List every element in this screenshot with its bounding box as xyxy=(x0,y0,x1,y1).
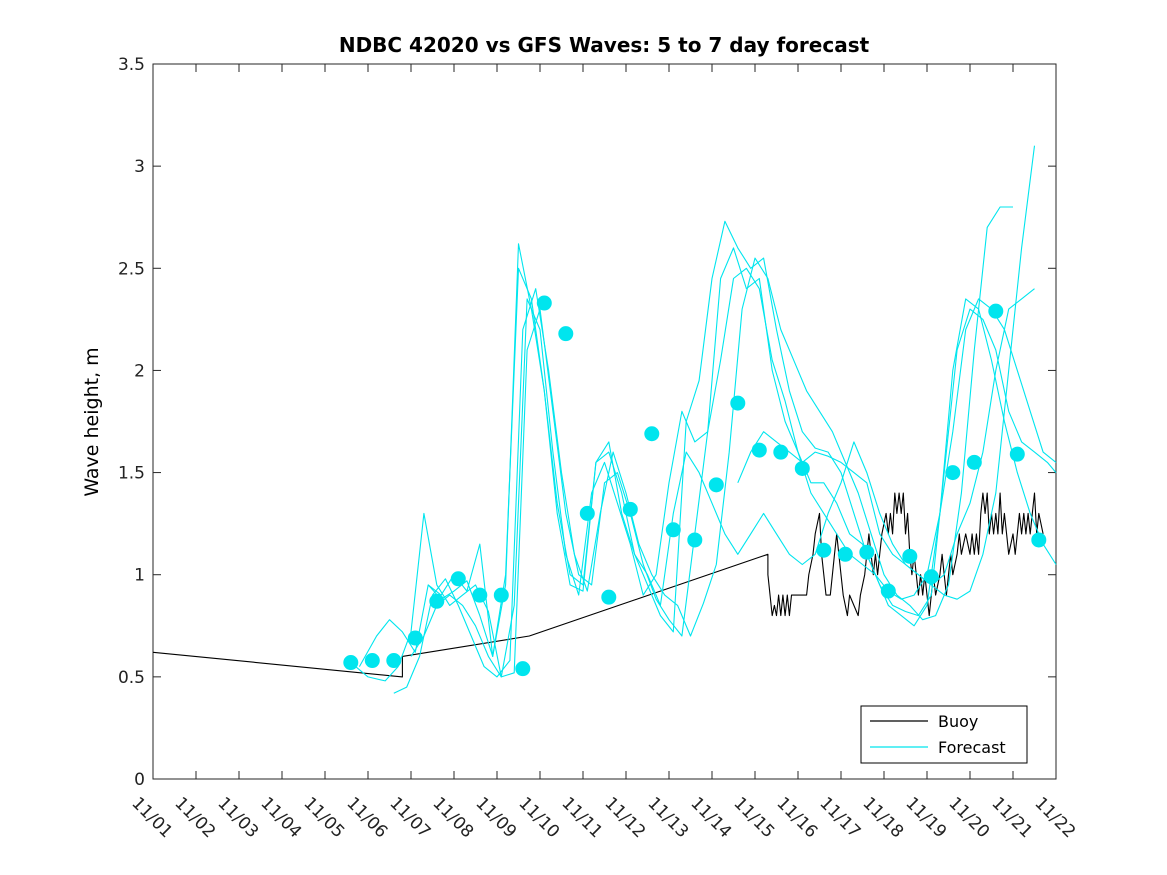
y-tick-label: 2 xyxy=(134,361,145,381)
forecast-line xyxy=(410,267,1057,678)
y-tick-label: 3 xyxy=(134,157,145,177)
forecast-marker xyxy=(687,532,703,548)
forecast-marker xyxy=(837,546,853,562)
chart-title: NDBC 42020 vs GFS Waves: 5 to 7 day fore… xyxy=(339,33,870,57)
forecast-marker xyxy=(407,630,423,646)
forecast-marker xyxy=(794,460,810,476)
forecast-marker xyxy=(601,589,617,605)
forecast-marker xyxy=(988,303,1004,319)
y-axis-label: Wave height, m xyxy=(81,347,103,496)
forecast-line xyxy=(393,206,1013,694)
forecast-marker xyxy=(880,583,896,599)
legend-forecast-label: Forecast xyxy=(938,738,1006,757)
forecast-marker xyxy=(450,571,466,587)
forecast-marker xyxy=(644,426,660,442)
forecast-marker xyxy=(472,587,488,603)
forecast-line xyxy=(358,220,1057,667)
forecast-marker xyxy=(945,465,961,481)
forecast-marker xyxy=(386,653,402,669)
y-tick-label: 0.5 xyxy=(118,668,145,688)
forecast-marker xyxy=(816,542,832,558)
forecast-marker xyxy=(773,444,789,460)
forecast-marker xyxy=(1009,446,1025,462)
forecast-marker xyxy=(558,326,574,342)
forecast-marker xyxy=(859,544,875,560)
y-tick-label: 1.5 xyxy=(118,464,145,484)
forecast-marker xyxy=(730,395,746,411)
forecast-marker xyxy=(1031,532,1047,548)
y-tick-label: 3.5 xyxy=(118,55,145,75)
forecast-marker xyxy=(493,587,509,603)
forecast-marker xyxy=(923,569,939,585)
legend: Buoy Forecast xyxy=(860,705,1028,764)
legend-box xyxy=(860,705,1028,764)
forecast-marker xyxy=(579,505,595,521)
forecast-marker xyxy=(665,522,681,538)
forecast-marker xyxy=(515,661,531,677)
forecast-marker xyxy=(708,477,724,493)
forecast-marker xyxy=(751,442,767,458)
axes-box xyxy=(152,63,1057,780)
forecast-marker xyxy=(364,653,380,669)
y-tick-label: 1 xyxy=(134,566,145,586)
forecast-marker xyxy=(966,454,982,470)
y-tick-label: 0 xyxy=(134,770,145,790)
y-tick-label: 2.5 xyxy=(118,259,145,279)
forecast-marker xyxy=(902,548,918,564)
forecast-marker xyxy=(343,655,359,671)
buoy-line xyxy=(152,492,1044,678)
legend-buoy-label: Buoy xyxy=(938,712,978,731)
forecast-marker xyxy=(429,593,445,609)
forecast-marker xyxy=(536,295,552,311)
forecast-marker xyxy=(622,501,638,517)
